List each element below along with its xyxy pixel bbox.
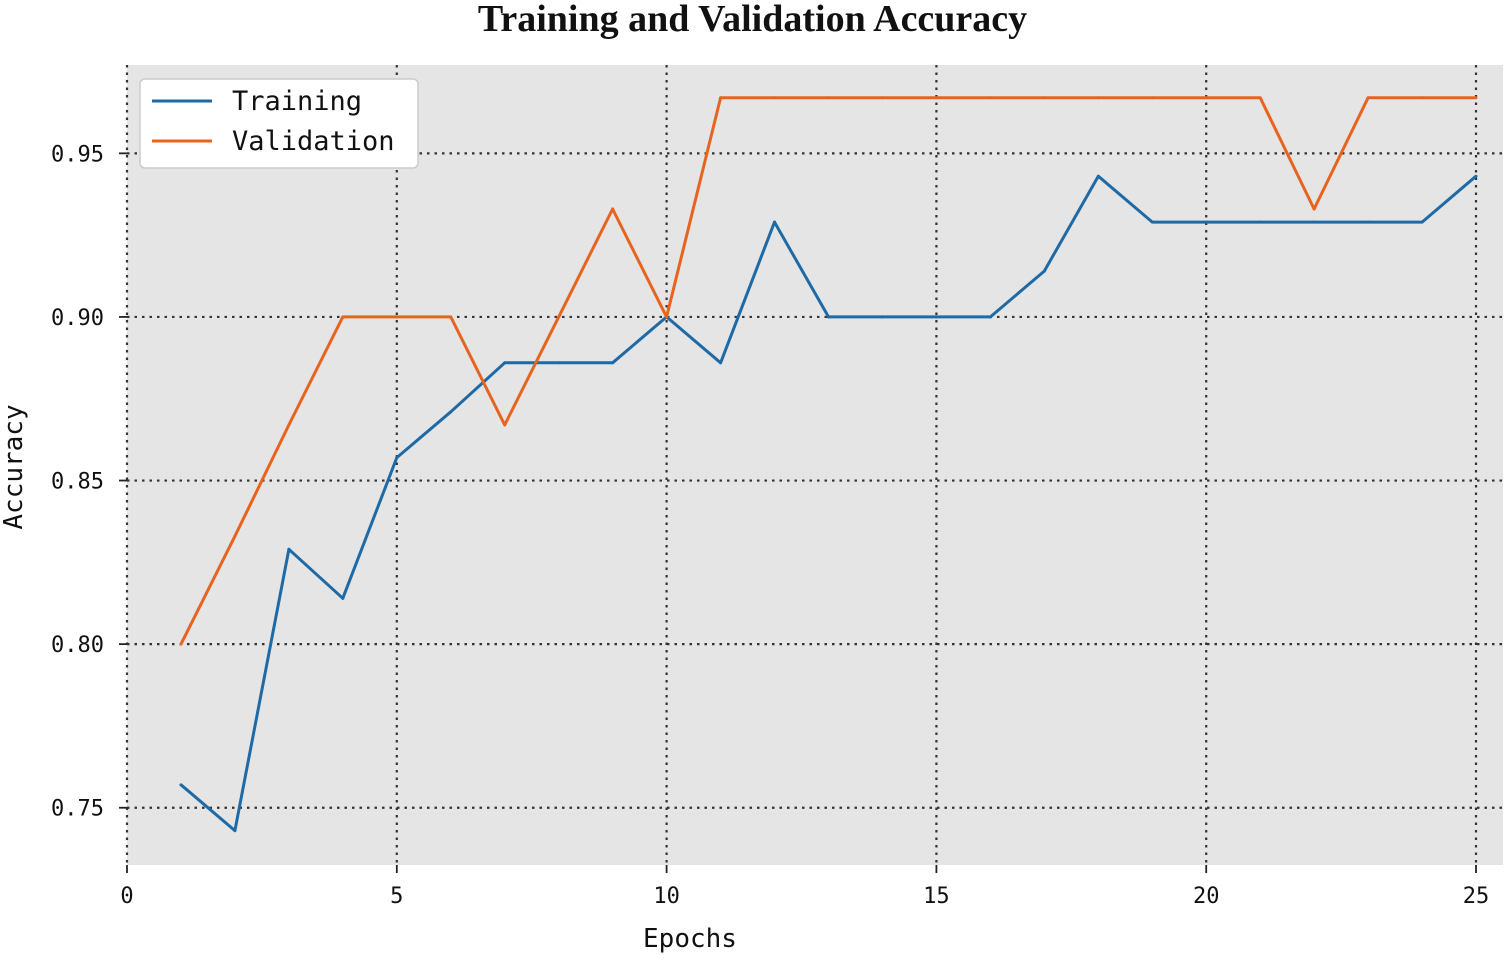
data-point-training — [1474, 174, 1478, 178]
data-point-validation — [503, 423, 507, 427]
data-point-training — [341, 596, 345, 600]
data-point-training — [773, 220, 777, 224]
data-point-validation — [1366, 96, 1370, 100]
data-point-validation — [1204, 96, 1208, 100]
data-point-validation — [826, 96, 830, 100]
data-point-validation — [287, 423, 291, 427]
y-tick-label: 0.75 — [51, 797, 104, 822]
data-point-training — [719, 361, 723, 365]
data-point-training — [880, 315, 884, 319]
data-point-validation — [880, 96, 884, 100]
data-point-validation — [179, 642, 183, 646]
x-tick-label: 25 — [1463, 884, 1490, 909]
y-tick-label: 0.90 — [51, 306, 104, 331]
y-tick-label: 0.95 — [51, 142, 104, 167]
x-tick-label: 0 — [120, 884, 133, 909]
data-point-training — [557, 361, 561, 365]
data-point-training — [1042, 269, 1046, 273]
data-point-validation — [719, 96, 723, 100]
x-tick-label: 20 — [1193, 884, 1220, 909]
data-point-validation — [1258, 96, 1262, 100]
data-point-validation — [557, 315, 561, 319]
data-point-validation — [665, 315, 669, 319]
data-point-training — [449, 410, 453, 414]
data-point-training — [1150, 220, 1154, 224]
x-tick-label: 15 — [923, 884, 950, 909]
legend: Training Validation — [139, 78, 419, 169]
data-point-training — [826, 315, 830, 319]
y-axis-label: Accuracy — [0, 404, 29, 529]
data-point-training — [179, 783, 183, 787]
data-point-training — [1258, 220, 1262, 224]
data-point-validation — [1042, 96, 1046, 100]
data-point-training — [233, 829, 237, 833]
data-point-validation — [1312, 207, 1316, 211]
chart-title: Training and Validation Accuracy — [477, 0, 1028, 40]
data-point-validation — [449, 315, 453, 319]
data-point-validation — [934, 96, 938, 100]
data-point-training — [988, 315, 992, 319]
y-tick-label: 0.80 — [51, 633, 104, 658]
data-point-training — [1420, 220, 1424, 224]
legend-label-validation: Validation — [232, 126, 395, 157]
data-point-validation — [1096, 96, 1100, 100]
data-point-validation — [341, 315, 345, 319]
data-point-training — [1096, 174, 1100, 178]
data-point-training — [934, 315, 938, 319]
data-point-validation — [988, 96, 992, 100]
x-axis-label: Epochs — [643, 924, 737, 954]
data-point-validation — [233, 534, 237, 538]
y-tick-label: 0.85 — [51, 470, 104, 495]
data-point-validation — [611, 207, 615, 211]
x-tick-label: 5 — [390, 884, 403, 909]
data-point-training — [1366, 220, 1370, 224]
data-point-training — [287, 547, 291, 551]
plot-background — [127, 65, 1503, 865]
data-point-training — [1204, 220, 1208, 224]
x-tick-label: 10 — [653, 884, 680, 909]
data-point-validation — [1150, 96, 1154, 100]
data-point-validation — [1474, 96, 1478, 100]
data-point-training — [611, 361, 615, 365]
data-point-training — [503, 361, 507, 365]
data-point-validation — [395, 315, 399, 319]
data-point-training — [1312, 220, 1316, 224]
legend-label-training: Training — [232, 86, 362, 117]
data-point-training — [395, 456, 399, 460]
data-point-validation — [773, 96, 777, 100]
data-point-validation — [1420, 96, 1424, 100]
